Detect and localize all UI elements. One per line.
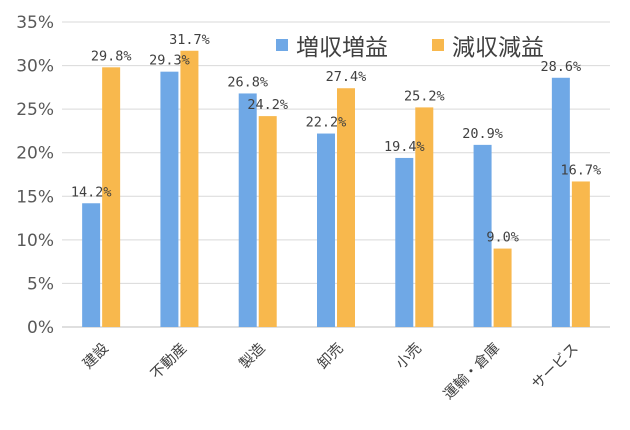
data-label: 19.4% xyxy=(384,139,425,155)
bar-series-b xyxy=(571,181,590,327)
bar-series-a xyxy=(395,157,414,327)
data-label: 26.8% xyxy=(227,74,268,90)
data-label: 20.9% xyxy=(462,126,503,142)
legend-label-series-a: 増収増益 xyxy=(296,35,388,61)
x-category-label: 運輸・倉庫 xyxy=(440,340,503,403)
x-category-label: 製造 xyxy=(236,339,269,372)
data-label: 9.0% xyxy=(486,230,519,246)
y-axis-ticks: 0% 5% 10% 15% 20% 25% 30% 35% xyxy=(16,13,54,338)
x-category-label: 小売 xyxy=(393,340,426,373)
bar-series-a xyxy=(82,203,101,327)
data-label: 27.4% xyxy=(326,69,367,85)
bar-series-a xyxy=(551,77,570,328)
data-labels: 14.2% 29.8% 29.3% 31.7% 26.8% 24.2% 22.2% 27.4%… xyxy=(71,32,601,246)
y-tick-label: 5% xyxy=(27,274,54,294)
bar-series-a xyxy=(317,133,335,327)
y-tick-label: 10% xyxy=(16,231,54,251)
y-tick-label: 0% xyxy=(27,318,54,338)
bar-series-a xyxy=(238,93,257,327)
data-label: 28.6% xyxy=(541,59,582,75)
data-label: 24.2% xyxy=(247,97,288,113)
bars xyxy=(82,50,590,328)
bar-series-a xyxy=(160,71,179,328)
data-label: 22.2% xyxy=(306,115,347,131)
y-tick-label: 15% xyxy=(16,187,54,207)
data-label: 14.2% xyxy=(71,184,112,200)
data-label: 25.2% xyxy=(404,88,445,104)
bar-series-b xyxy=(337,88,355,327)
bar-series-b xyxy=(180,50,199,327)
legend: 増収増益 減収減益 xyxy=(276,35,544,61)
data-label: 29.8% xyxy=(91,48,132,64)
bar-series-a xyxy=(473,144,492,327)
y-tick-label: 30% xyxy=(16,57,54,77)
bar-series-b xyxy=(102,67,121,328)
x-category-label: 不動産 xyxy=(147,340,190,383)
x-axis-categories: 建設 不動産 製造 卸売 小売 運輸・倉庫 サービス xyxy=(79,339,581,403)
y-tick-label: 20% xyxy=(16,144,54,164)
x-category-label: 建設 xyxy=(79,340,112,373)
gridlines xyxy=(62,21,610,328)
data-label: 31.7% xyxy=(169,32,210,48)
x-category-label: サービス xyxy=(529,340,582,393)
bar-series-b xyxy=(415,107,434,328)
legend-label-series-b: 減収減益 xyxy=(452,35,544,61)
y-tick-label: 25% xyxy=(16,100,54,120)
bar-series-b xyxy=(493,248,512,327)
data-label: 29.3% xyxy=(149,53,190,69)
data-label: 16.7% xyxy=(561,162,602,178)
bar-series-b xyxy=(258,116,277,327)
x-category-label: 卸売 xyxy=(314,340,347,373)
legend-swatch-series-b xyxy=(432,39,444,51)
y-tick-label: 35% xyxy=(16,13,54,33)
legend-swatch-series-a xyxy=(276,39,288,51)
